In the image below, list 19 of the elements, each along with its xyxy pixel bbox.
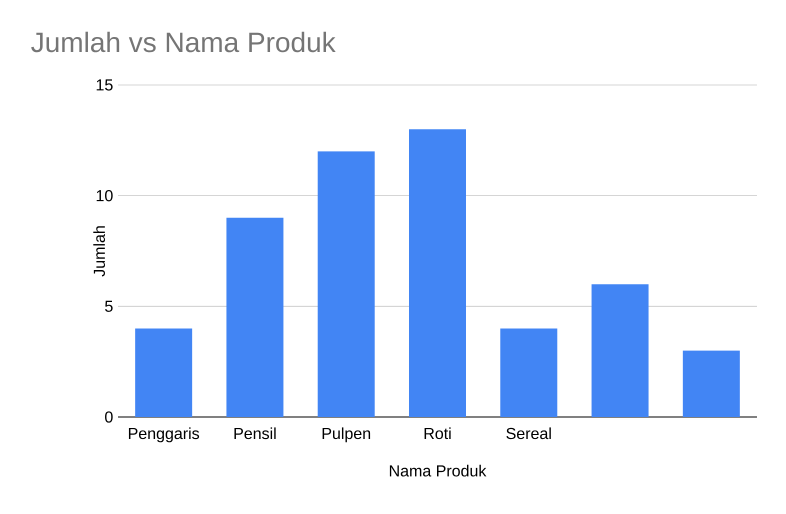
x-axis-title: Nama Produk — [390, 464, 486, 477]
y-tick-label: 15 — [96, 79, 113, 91]
chart-title: Jumlah vs Nama Produk — [31, 32, 336, 52]
x-tick-label: Roti — [424, 427, 451, 440]
bar — [500, 328, 558, 417]
y-tick-label: 5 — [105, 300, 113, 312]
bar — [682, 350, 740, 417]
y-axis-title: Jumlah — [93, 226, 106, 277]
x-tick-label: Penggaris — [128, 427, 200, 442]
y-tick-label: 10 — [96, 190, 113, 202]
bar — [408, 129, 466, 417]
bar — [135, 328, 192, 417]
x-tick-label: Pulpen — [322, 427, 370, 442]
x-tick-label: Sereal — [506, 427, 551, 440]
bar — [318, 151, 375, 417]
bar — [592, 284, 649, 417]
x-tick-label: Pensil — [234, 427, 276, 440]
bar — [226, 218, 284, 417]
y-tick-label: 0 — [105, 411, 113, 423]
